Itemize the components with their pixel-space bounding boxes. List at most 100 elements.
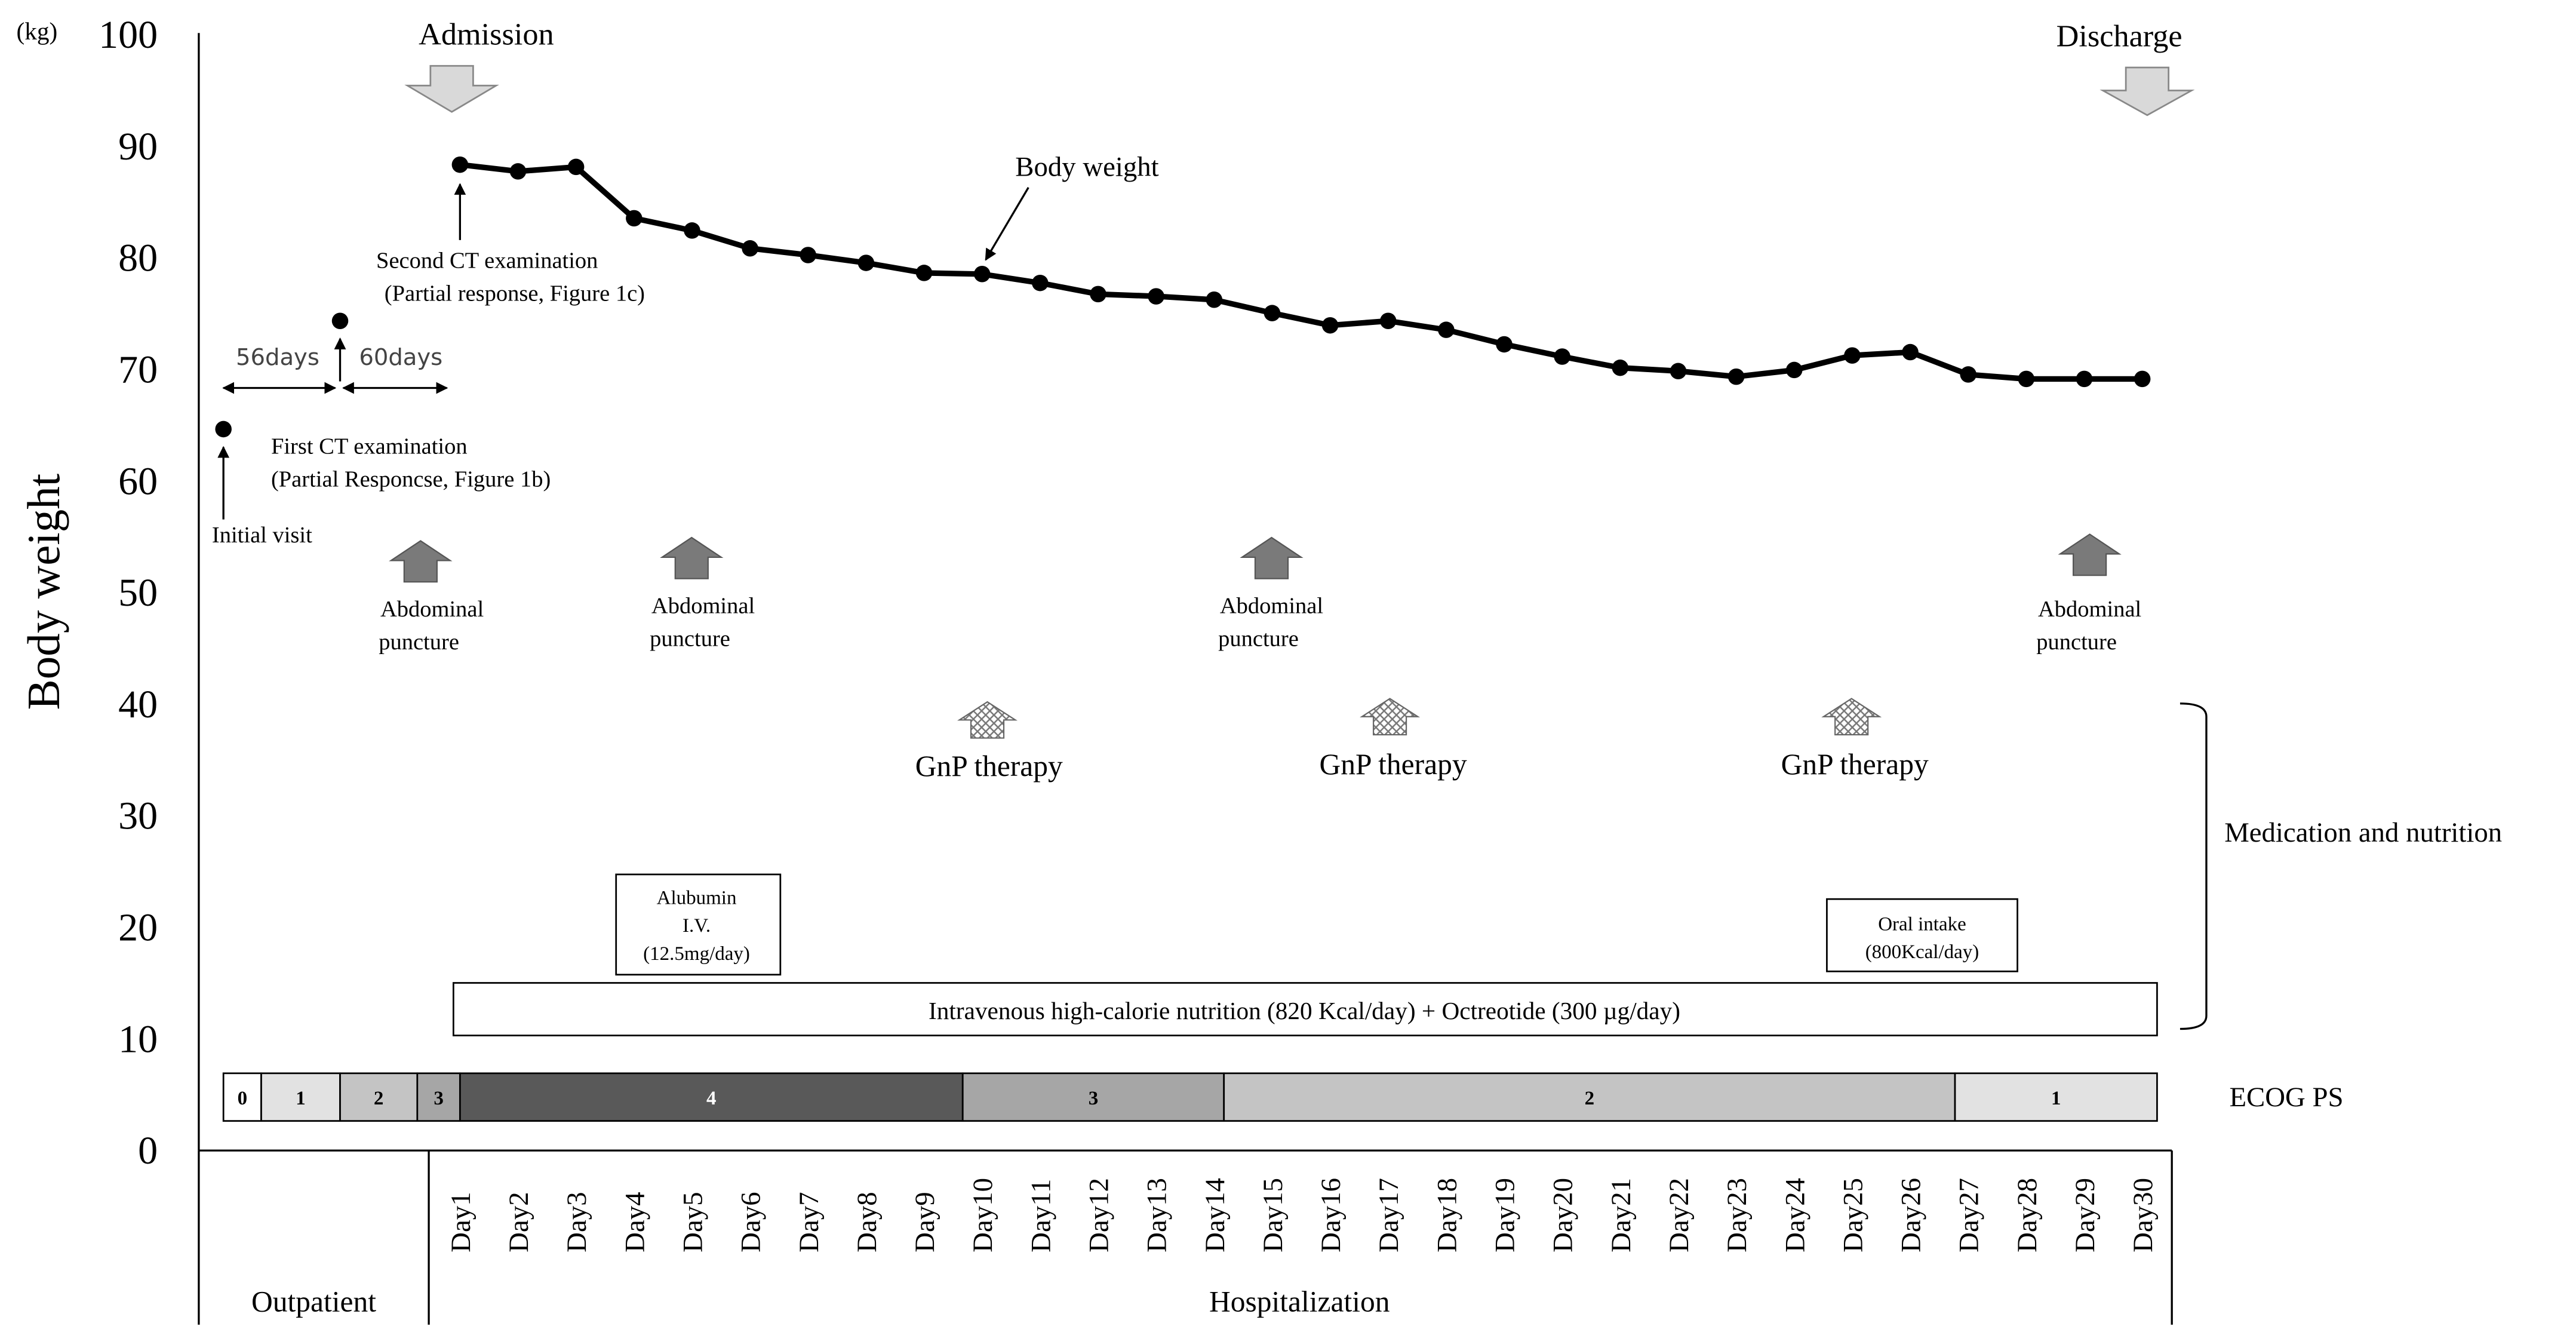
admission-label: Admission [419,17,554,52]
puncture-arrow-icon [389,540,453,583]
discharge-arrow-icon [2099,66,2195,116]
puncture-label-line2: puncture [379,630,459,655]
day-label: Day2 [503,1192,534,1252]
iv-nutrition-label: Intravenous high-calorie nutrition (820 … [929,997,1680,1025]
weight-point [1727,368,1745,385]
ecog-segment-label: 1 [2051,1088,2061,1109]
day-label: Day27 [1954,1178,1985,1253]
ecog-label: ECOG PS [2229,1082,2343,1113]
oral-intake-box-frame [1826,898,2018,972]
weight-point [1496,336,1513,353]
y-tick-label: 50 [118,571,158,615]
albumin-line1: Alubumin [657,887,737,909]
weight-point [1090,286,1106,303]
puncture-label-line1: Abdominal [1220,593,1323,618]
gnp-label: GnP therapy [1320,748,1467,781]
oral-intake-line2: (800Kcal/day) [1865,941,1979,963]
puncture-arrow-icon [660,536,724,579]
first-ct-label: First CT examination [271,434,468,459]
weight-point [1960,366,1976,383]
day-label: Day7 [794,1192,825,1252]
weight-point [451,156,469,173]
abdominal-puncture-day29: Abdominal puncture [2036,533,2141,655]
weight-point [800,247,817,263]
puncture-arrow-icon [1240,536,1304,579]
day-label: Day21 [1606,1178,1637,1253]
day-label: Day14 [1200,1178,1231,1253]
y-tick-label: 20 [118,906,158,950]
day-label: Day26 [1896,1178,1927,1253]
weight-point [1206,291,1223,308]
weight-point [1554,348,1570,365]
day-label: Day6 [736,1192,767,1252]
day-labels: Day1 Day2 Day3 Day4 Day5 Day6 Day7 Day8 Day9 Day1… [445,1178,2159,1253]
discharge-label: Discharge [2057,19,2182,53]
day-label: Day12 [1083,1178,1114,1253]
puncture-label-line2: puncture [650,626,730,651]
unit-label: (kg) [17,17,58,45]
weight-point [684,222,700,239]
day-label: Day1 [445,1192,477,1252]
weight-point [1670,363,1687,380]
weight-point [2134,370,2151,388]
gnp-arrow-icon [1360,698,1421,736]
puncture-label-line1: Abdominal [380,597,484,622]
medication-label: Medication and nutrition [2224,817,2502,848]
y-tick-labels: 0 10 20 30 40 50 60 70 80 90 100 [99,13,158,1173]
ecog-segment-label: 1 [296,1088,306,1109]
ecog-segment-label: 2 [374,1088,384,1109]
ecog-segment [339,1072,419,1122]
ecog-bar: 0 1 2 3 4 3 2 1 [222,1072,2158,1122]
weight-point [626,210,643,227]
weight-point [857,254,875,271]
interval-56days: 56days [222,344,337,394]
ecog-segment [1954,1072,2158,1122]
ecog-segment-label: 4 [706,1088,717,1109]
gnp-arrow-icon [957,701,1018,739]
day-label: Day22 [1664,1178,1695,1253]
weight-point [2076,370,2093,388]
day-label: Day11 [1025,1179,1056,1253]
interval-60days: 60days [342,344,448,394]
day-label: Day23 [1722,1178,1753,1253]
outpatient-label: Outpatient [251,1285,376,1318]
hospitalization-label: Hospitalization [1209,1285,1390,1318]
abdominal-puncture-day5: Abdominal puncture [650,536,755,651]
y-tick-label: 40 [118,683,158,726]
day-label: Day10 [967,1178,998,1253]
weight-point [1379,312,1397,329]
oral-intake-box: Oral intake (800Kcal/day) [1826,898,2018,972]
gnp-therapy-3: GnP therapy [1781,698,1929,781]
puncture-label-line2: puncture [2036,630,2117,655]
weight-point [1902,343,1919,361]
ecog-segment [260,1072,341,1122]
day-label: Day24 [1779,1178,1810,1253]
ecog-segment-label: 0 [238,1088,248,1109]
weight-point [742,240,758,257]
outpatient-weight-point [331,312,349,329]
weight-point [1148,288,1164,305]
ecog-segment [416,1072,461,1122]
gnp-therapy-2: GnP therapy [1320,698,1467,781]
weight-point [1321,317,1339,334]
weight-point [1844,347,1861,364]
puncture-arrow-icon [2058,533,2122,576]
albumin-box-frame [615,873,782,976]
day-label: Day18 [1431,1178,1462,1253]
iv-nutrition-frame [452,982,2158,1036]
series-label-pointer [985,187,1029,261]
day-label: Day19 [1490,1178,1521,1253]
admission-arrow-icon [404,65,499,113]
puncture-label-line2: puncture [1218,626,1299,651]
ecog-segment [222,1072,262,1122]
y-axis-title: Body weight [18,474,69,710]
medication-bracket [2180,702,2208,1030]
day-label: Day8 [852,1192,883,1252]
weight-point [1438,321,1455,338]
day-label: Day30 [2128,1178,2159,1253]
y-tick-label: 30 [118,794,158,838]
day-label: Day9 [909,1192,940,1252]
initial-visit-label: Initial visit [212,523,312,548]
albumin-line3: (12.5mg/day) [643,943,750,965]
series-label: Body weight [1015,152,1158,183]
